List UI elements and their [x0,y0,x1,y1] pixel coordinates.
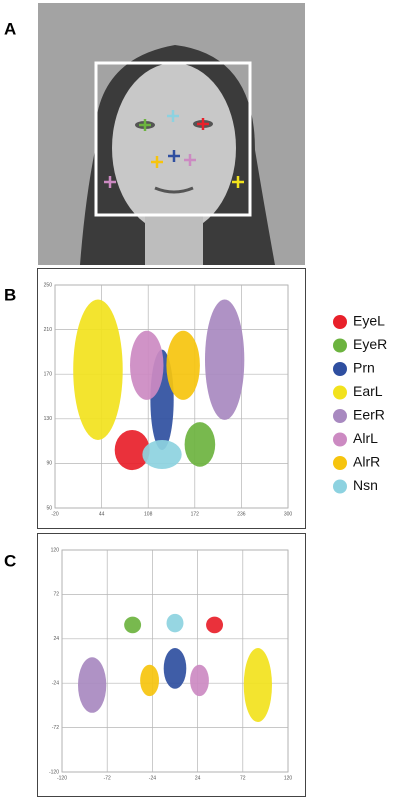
x-tick-label: 236 [237,511,246,517]
y-tick-label: 120 [51,547,60,553]
x-tick-label: -24 [149,775,156,781]
y-tick-label: -72 [52,725,59,731]
legend-swatch [333,456,347,470]
point-cluster [166,330,200,400]
legend-swatch [333,385,347,400]
x-tick-label: 300 [284,511,293,517]
legend-swatch [333,362,347,376]
x-tick-label: 120 [284,775,293,781]
legend-label: EyeL [353,313,385,329]
panel-label: A [4,19,16,38]
y-tick-label: 170 [44,372,53,378]
legend-label: EerR [353,407,385,423]
landmarks [104,110,244,188]
point-cluster [114,429,150,471]
point-cluster [204,299,245,420]
landmark [184,154,196,166]
y-tick-label: -120 [49,769,59,775]
point-cluster [166,613,184,633]
x-tick-label: 172 [191,511,200,517]
legend-swatch [333,432,347,447]
legend-label: EarL [353,383,383,399]
landmark [139,119,151,131]
legend-swatch [333,338,347,353]
y-tick-label: 72 [53,592,59,598]
y-tick-label: -24 [52,681,59,687]
panel-label: C [4,551,16,570]
legend-swatch [333,315,347,329]
point-cluster [129,330,164,400]
landmark [151,156,163,168]
x-tick-label: 72 [240,775,246,781]
y-tick-label: 24 [53,636,59,642]
point-cluster [73,299,123,440]
point-cluster [163,648,187,689]
landmark [167,110,179,122]
legend-swatch [333,409,347,423]
legend-label: Nsn [353,477,378,493]
panel-frame [37,268,306,529]
landmark [104,176,116,188]
point-cluster [184,422,216,467]
neck [145,215,203,265]
point-cluster [206,616,224,634]
face-box [94,61,252,217]
y-tick-label: 50 [46,505,52,511]
point-cluster [243,648,272,723]
x-tick-label: -20 [51,511,58,517]
legend-label: AlrL [353,430,378,446]
photo [38,3,305,265]
panel-frame [37,533,306,797]
y-tick-label: 130 [44,416,53,422]
legend-label: AlrR [353,454,380,470]
point-cluster [124,616,142,634]
point-cluster [190,664,209,697]
y-tick-label: 250 [44,282,53,288]
legend-label: Prn [353,360,375,376]
point-cluster [140,664,159,697]
x-tick-label: 108 [144,511,153,517]
y-tick-label: 90 [46,461,52,467]
legend-swatch [333,479,347,494]
landmark [232,176,244,188]
x-tick-label: -72 [104,775,111,781]
x-tick-label: 24 [195,775,201,781]
mouth [154,186,194,194]
panel-label: B [4,285,16,304]
face [112,63,236,233]
x-tick-label: -120 [57,775,67,781]
point-cluster [78,657,107,713]
legend-label: EyeR [353,336,387,352]
landmark [168,150,180,162]
y-tick-label: 210 [44,327,53,333]
point-cluster [142,439,182,469]
landmark [197,118,209,130]
x-tick-label: 44 [99,511,105,517]
